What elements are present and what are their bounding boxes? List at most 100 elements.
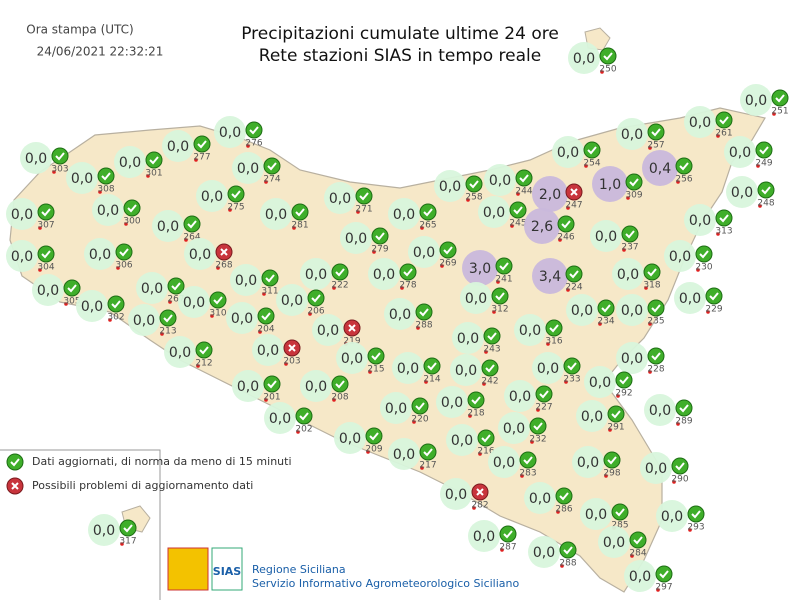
icon-glyph [567, 362, 577, 371]
station-id: 297 [655, 583, 672, 593]
icon-bg [119, 519, 137, 537]
ok-icon [655, 565, 673, 583]
station-dot [530, 440, 534, 444]
value-circle [598, 526, 630, 558]
station-id: 254 [583, 159, 600, 169]
icon-glyph [775, 94, 785, 103]
legend-ok: Dati aggiornati, di norma da meno di 15 … [32, 455, 292, 468]
ok-icon [563, 357, 581, 375]
ok-icon [257, 307, 275, 325]
station-id: 307 [37, 221, 54, 231]
icon-bg [209, 291, 227, 309]
ok-icon [183, 215, 201, 233]
icon-bg [415, 303, 433, 321]
icon-bg [555, 487, 573, 505]
station-id: 249 [755, 159, 772, 169]
station-id: 313 [715, 227, 732, 237]
station-value: 3,0 [469, 261, 491, 277]
station-dot [648, 322, 652, 326]
ok-icon [331, 263, 349, 281]
value-circle [384, 298, 416, 330]
value-circle [532, 176, 568, 212]
ok-icon [629, 531, 647, 549]
station-value: 0,0 [11, 249, 33, 265]
value-circle [184, 238, 216, 270]
icon-glyph [476, 488, 484, 496]
value-circle [196, 180, 228, 212]
icon-bg [647, 347, 665, 365]
icon-bg [755, 141, 773, 159]
station-dot [500, 548, 504, 552]
station-dot [648, 146, 652, 150]
ok-icon [599, 47, 617, 65]
value-circle [488, 446, 520, 478]
ok-icon [771, 89, 789, 107]
station-id: 248 [757, 199, 774, 209]
ok-icon [195, 341, 213, 359]
station-id: 278 [399, 281, 416, 291]
station-value: 0,0 [445, 487, 467, 503]
station-value: 0,0 [473, 529, 495, 545]
value-circle [300, 370, 332, 402]
station-id: 311 [261, 287, 278, 297]
ok-icon [465, 175, 483, 193]
station-id: 301 [145, 169, 162, 179]
icon-glyph [647, 268, 657, 277]
station-value: 0,0 [645, 461, 667, 477]
icon-bg [261, 269, 279, 287]
timestamp: 24/06/2021 22:32:21 [37, 45, 164, 59]
station-value: 0,0 [281, 293, 303, 309]
ok-icon [491, 287, 509, 305]
org: Regione Siciliana [252, 563, 346, 576]
icon-bg [365, 427, 383, 445]
station-value: 0,0 [317, 323, 339, 339]
icon-bg [263, 157, 281, 175]
station-value: 0,0 [451, 433, 473, 449]
value-circle [6, 198, 38, 230]
station-dot [492, 310, 496, 314]
station-id: 246 [557, 233, 574, 243]
value-circle [484, 164, 516, 196]
station-dot [626, 196, 630, 200]
icon-bg [615, 371, 633, 389]
station-dot [756, 164, 760, 168]
icon-bg [603, 451, 621, 469]
icon-glyph [371, 352, 381, 361]
ok-icon [107, 295, 125, 313]
ok-icon [37, 203, 55, 221]
icon-glyph [561, 220, 571, 229]
station-dot [292, 226, 296, 230]
icon-glyph [570, 188, 578, 196]
ok-icon [123, 199, 141, 217]
service: Servizio Informativo Agrometeorologico S… [252, 577, 519, 590]
station-id: 214 [423, 375, 440, 385]
station-dot [210, 314, 214, 318]
station-value: 0,0 [167, 139, 189, 155]
icon-bg [97, 167, 115, 185]
station-dot [420, 466, 424, 470]
icon-glyph [67, 284, 77, 293]
station-id: 293 [687, 523, 704, 533]
station-value: 0,0 [119, 155, 141, 171]
station-id: 287 [499, 543, 516, 553]
ok-icon [167, 277, 185, 295]
ok-icon [715, 209, 733, 227]
station-value: 0,0 [305, 267, 327, 283]
station-id: 201 [263, 393, 280, 403]
station-id: 265 [419, 221, 436, 231]
station-dot [196, 364, 200, 368]
ok-icon [51, 147, 69, 165]
icon-glyph [503, 530, 513, 539]
icon-glyph [149, 156, 159, 165]
value-circle [76, 290, 108, 322]
stations: 0,03030,03080,03010,02770,02760,02740,02… [6, 42, 789, 593]
station-id: 220 [411, 415, 428, 425]
station-value: 0,0 [235, 273, 257, 289]
ok-icon [519, 451, 537, 469]
station-id: 215 [367, 365, 384, 375]
ok-icon [647, 347, 665, 365]
problem-icon [343, 319, 361, 337]
station-dot [656, 588, 660, 592]
ok-icon [209, 291, 227, 309]
value-circle [276, 284, 308, 316]
